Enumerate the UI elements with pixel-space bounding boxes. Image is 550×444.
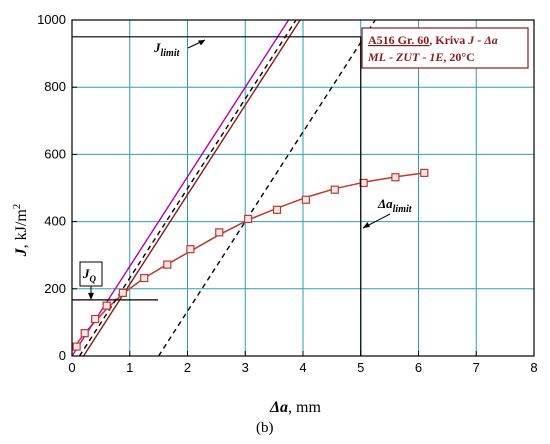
- y-tick-label: 200: [44, 281, 66, 296]
- series-layer: [72, 20, 429, 356]
- x-tick-label: 1: [126, 360, 133, 375]
- x-tick-label: 2: [184, 360, 191, 375]
- y-axis-label: J, kJ/m2: [11, 204, 30, 258]
- x-tick-label: 5: [357, 360, 364, 375]
- y-tick-label: 1000: [37, 12, 66, 27]
- legend: A516 Gr. 60, Kriva J - Δa ML - ZUT - 1E, …: [361, 27, 529, 69]
- data-point: [140, 273, 149, 283]
- delta-a-limit-label: Δalimit: [377, 196, 413, 215]
- fit-curve: [72, 172, 425, 351]
- data-point: [72, 342, 81, 351]
- data-point: [102, 301, 111, 310]
- data-point: [163, 260, 172, 269]
- x-tick-label: 8: [530, 360, 537, 375]
- data-point: [244, 214, 253, 224]
- grid: [72, 20, 534, 356]
- x-tick-label: 7: [473, 360, 480, 375]
- legend-line-1: A516 Gr. 60, Kriva J - Δa: [368, 33, 498, 47]
- x-tick-label: 4: [299, 360, 306, 375]
- data-point: [90, 314, 100, 324]
- y-tick-label: 600: [44, 146, 66, 161]
- fit-line: [158, 20, 376, 356]
- data-point: [301, 195, 310, 204]
- data-point: [359, 178, 368, 188]
- ticks: 0 1 2 3 4 5 6 7 8 0 200 400 600 800 1000: [37, 12, 538, 375]
- y-tick-label: 800: [44, 79, 66, 94]
- x-tick-label: 3: [242, 360, 249, 375]
- j-q-label: JQ: [82, 266, 97, 284]
- panel-label: (b): [256, 420, 274, 436]
- y-tick-label: 0: [59, 348, 66, 363]
- j-q-arrowhead: [88, 292, 94, 300]
- data-point: [215, 228, 224, 237]
- x-axis-label: Δa, mm: [269, 399, 321, 416]
- j-limit-label: Jlimit: [153, 40, 181, 59]
- data-point: [330, 185, 339, 194]
- j-limit-arrowhead: [198, 40, 205, 46]
- y-tick-label: 400: [44, 214, 66, 229]
- x-tick-label: 0: [68, 360, 75, 375]
- delta-a-limit-arrowhead: [363, 222, 370, 228]
- data-point: [118, 288, 127, 297]
- data-point: [391, 173, 400, 182]
- data-point: [420, 168, 429, 177]
- annotations: Jlimit Δalimit JQ: [72, 36, 413, 356]
- legend-line-2: ML - ZUT - 1E, 20°C: [367, 50, 475, 64]
- data-point: [186, 245, 195, 254]
- x-tick-label: 6: [415, 360, 422, 375]
- data-point: [272, 205, 282, 214]
- data-point: [80, 329, 89, 338]
- legend-box: [361, 27, 529, 69]
